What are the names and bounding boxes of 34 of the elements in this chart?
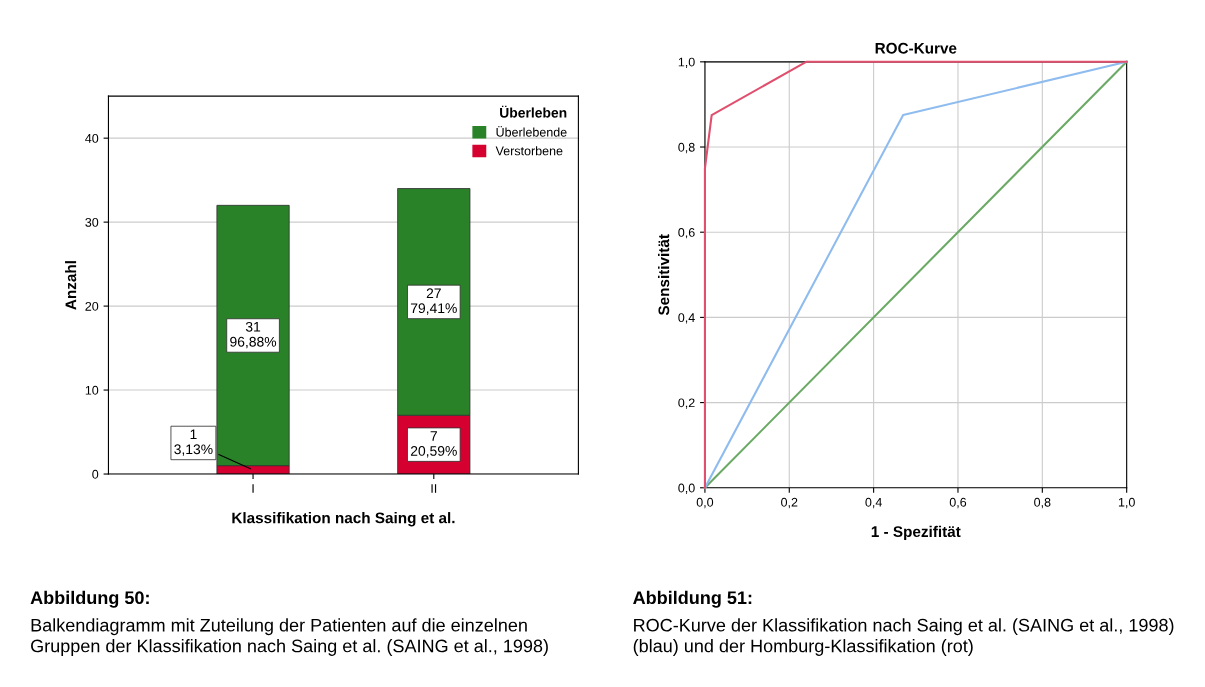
x-tick-label: 0,0 [696,497,714,509]
y-axis-title: Sensitivität [658,234,670,316]
legend-title: Überleben [500,105,567,118]
y-tick-label: 30 [85,217,99,227]
x-tick-label: 1,0 [1118,497,1135,509]
y-tick-label: 0,6 [678,228,695,239]
x-axis-title: 1 - Spezifität [871,525,961,541]
text: Abbildung 51: [633,590,752,608]
x-tick-label: 0,6 [949,497,967,509]
x-tick-label: 0,8 [1034,497,1051,509]
y-tick-label: 10 [85,385,99,395]
data-label: 31 96,88% [230,321,277,349]
text: Abbildung 50: [30,590,149,608]
y-tick-label: 1,0 [678,57,695,68]
x-axis-title: Klassifikation nach Saing et al. [232,512,455,527]
data-label: 27 79,41% [410,288,457,315]
y-tick-label: 0,2 [678,398,695,409]
text: ROC-Kurve der Klassifikation nach Saing et al. (SAING et al., 1998) (blau) und der Homburg-Klassifikation (rot) [633,618,1174,656]
y-axis-title: Anzahl [65,261,77,310]
text: Balkendiagramm mit Zuteilung der Patienten auf die einzelnen Gruppen der Klassifikation nach Saing et al. (SAING et al., 1998) [31,618,548,656]
y-tick-label: 40 [85,133,99,143]
x-tick-label: 0,4 [865,497,882,509]
y-tick-label: 0,4 [678,313,695,324]
y-tick-label: 0 [92,469,99,479]
legend-label: Verstorbene [495,146,563,156]
x-tick-label: I [252,484,254,493]
chart-title: ROC-Kurve [875,42,957,54]
legend-label: Überlebende [496,126,567,137]
data-label: 1 3,13% [174,429,213,456]
data-label: 7 20,59% [410,431,457,458]
y-tick-label: 0,8 [678,142,695,154]
x-tick-label: II [431,484,437,493]
x-tick-label: 0,2 [781,497,798,509]
y-tick-label: 20 [85,301,99,311]
